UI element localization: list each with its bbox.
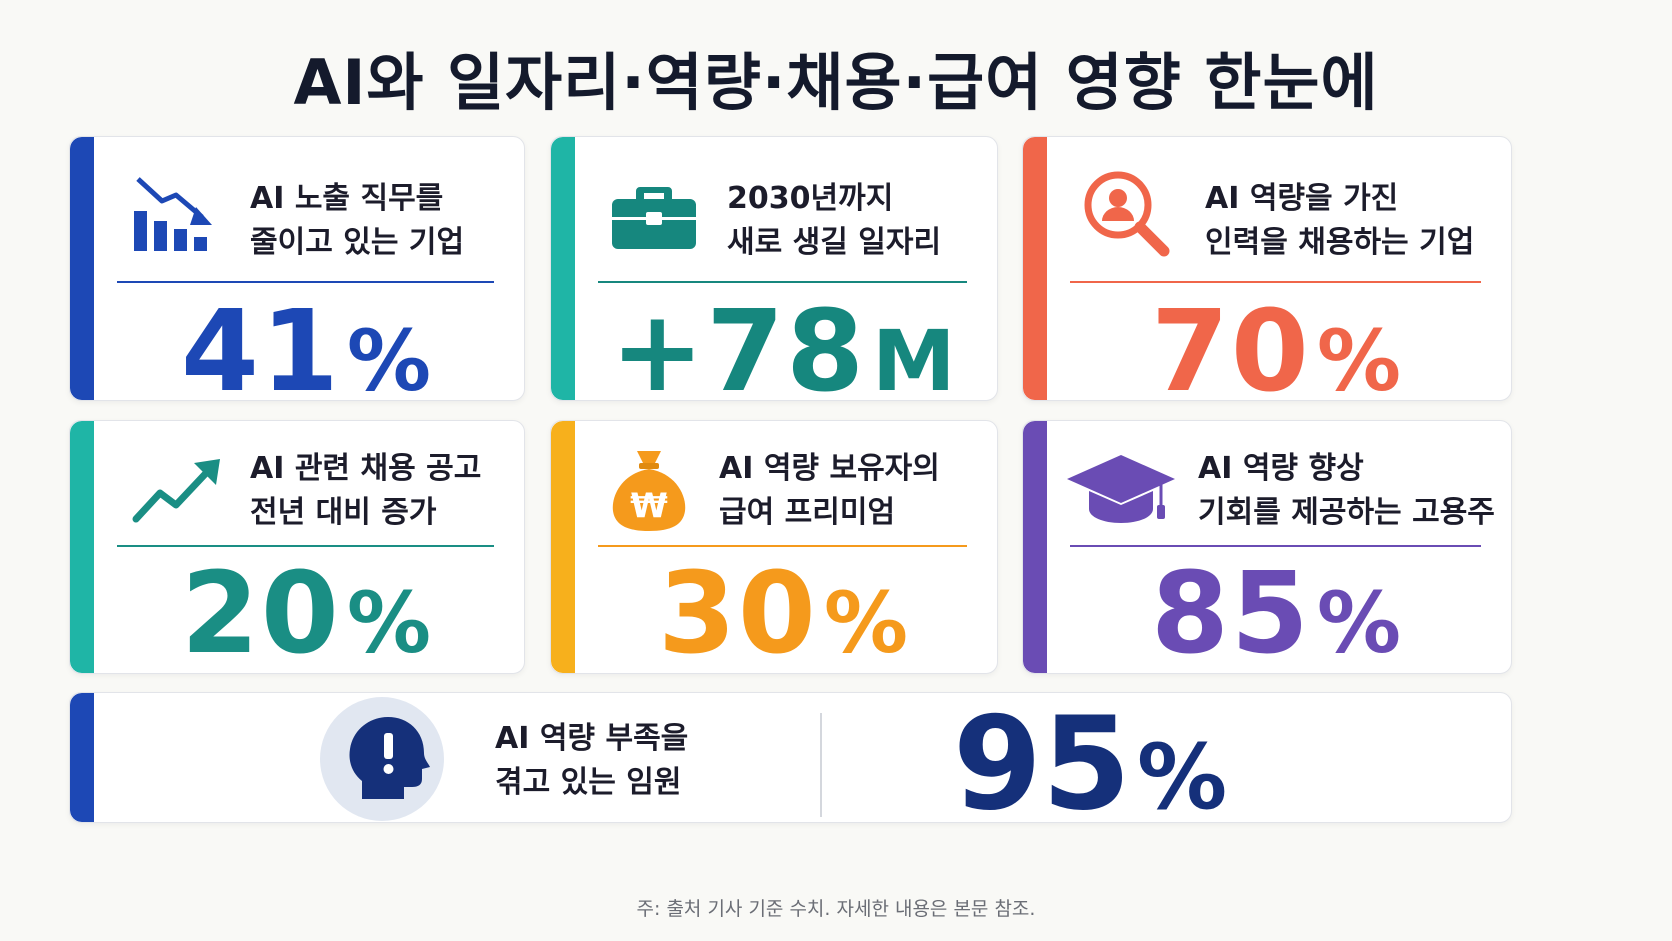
stat-label: AI 노출 직무를 줄이고 있는 기업 — [250, 181, 465, 260]
stat-value: 70% — [1150, 287, 1404, 401]
stat-value: 95% — [952, 692, 1228, 823]
stat-card-salary-premium: ₩ AI 역량 보유자의 급여 프리미엄 30% — [550, 420, 998, 674]
svg-text:₩: ₩ — [630, 486, 668, 526]
trending-up-icon — [132, 459, 220, 523]
vertical-divider — [820, 713, 822, 817]
accent-bar — [551, 137, 575, 400]
stat-label: AI 역량 부족을 겪고 있는 임원 — [495, 721, 689, 800]
head-exclamation-icon — [349, 717, 430, 799]
divider-rule — [1070, 545, 1481, 547]
person-search-icon — [1084, 171, 1170, 257]
stat-label: AI 역량 보유자의 급여 프리미엄 — [719, 451, 940, 530]
declining-bar-chart-icon — [134, 177, 212, 251]
accent-bar — [70, 421, 94, 673]
accent-bar — [1023, 421, 1047, 673]
accent-bar — [1023, 137, 1047, 400]
footnote: 주: 출처 기사 기준 수치. 자세한 내용은 본문 참조. — [636, 898, 1036, 920]
stat-value: 30% — [657, 549, 911, 674]
stat-value: 85% — [1150, 549, 1404, 674]
graduation-cap-icon — [1067, 455, 1175, 523]
divider-rule — [1070, 281, 1481, 283]
stat-value: 41% — [180, 287, 434, 401]
stat-card-ai-exposed-roles: AI 노출 직무를 줄이고 있는 기업 41% — [69, 136, 525, 401]
accent-bar — [70, 693, 94, 822]
stat-value: 20% — [180, 549, 434, 674]
divider-rule — [117, 281, 494, 283]
stat-label: AI 관련 채용 공고 전년 대비 증가 — [250, 451, 482, 530]
briefcase-icon — [612, 187, 696, 249]
stat-card-new-jobs: 2030년까지 새로 생길 일자리 +78M — [550, 136, 998, 401]
stat-card-ai-job-postings: AI 관련 채용 공고 전년 대비 증가 20% — [69, 420, 525, 674]
stat-card-upskilling: AI 역량 향상 기회를 제공하는 고용주 85% — [1022, 420, 1512, 674]
stat-value: +78M — [610, 287, 958, 401]
stat-label: AI 역량 향상 기회를 제공하는 고용주 — [1198, 451, 1495, 530]
divider-rule — [598, 545, 967, 547]
stat-card-executive-skill-gap: AI 역량 부족을 겪고 있는 임원 95% — [69, 692, 1512, 823]
accent-bar — [551, 421, 575, 673]
stat-card-ai-hiring: AI 역량을 가진 인력을 채용하는 기업 70% — [1022, 136, 1512, 401]
divider-rule — [598, 281, 967, 283]
accent-bar — [70, 137, 94, 400]
stat-label: 2030년까지 새로 생길 일자리 — [727, 181, 942, 260]
stat-label: AI 역량을 가진 인력을 채용하는 기업 — [1205, 181, 1475, 260]
page-title: AI와 일자리·역량·채용·급여 영향 한눈에 — [293, 46, 1379, 119]
won-money-bag-icon: ₩ — [612, 451, 686, 531]
divider-rule — [117, 545, 494, 547]
